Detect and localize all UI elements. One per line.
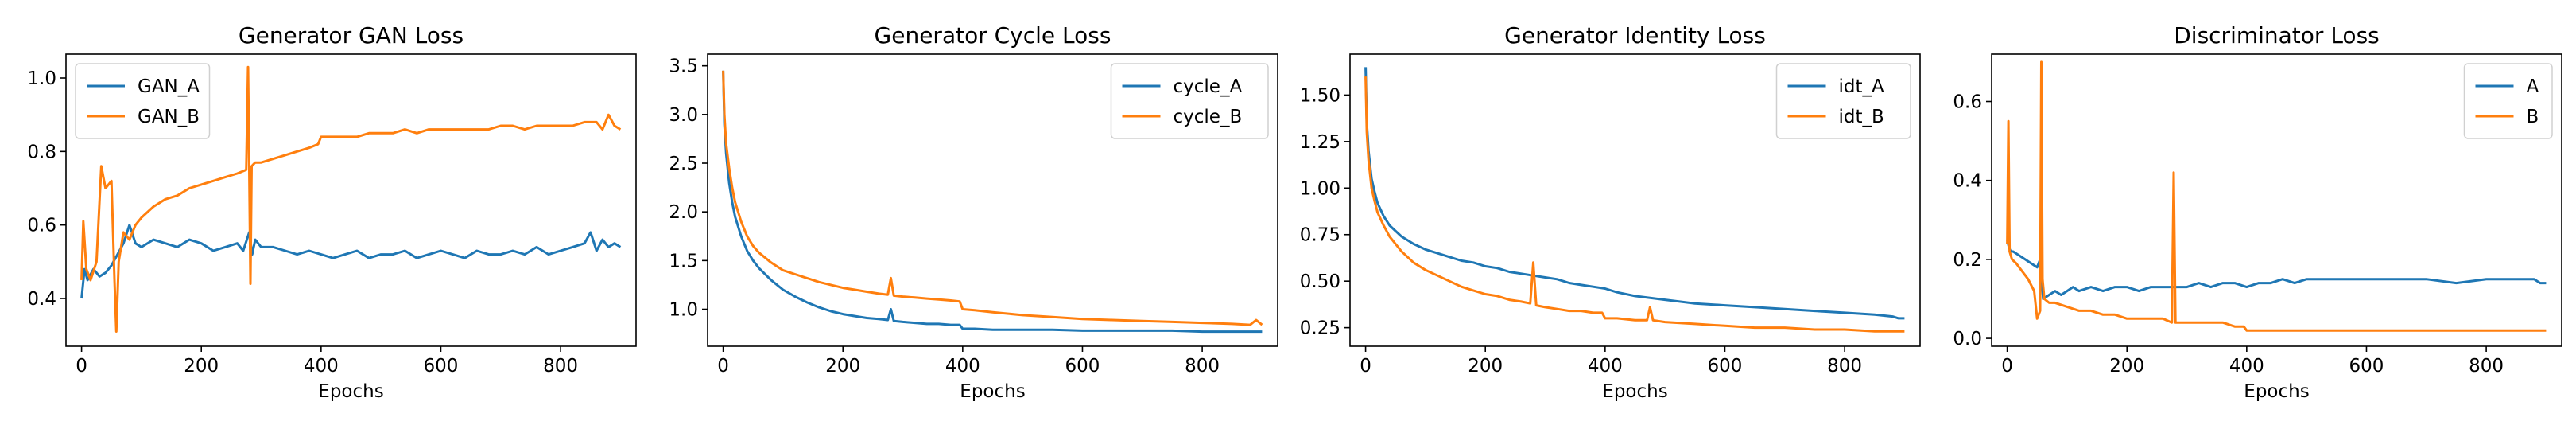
legend-label: A — [2527, 76, 2539, 97]
legend: AB — [2463, 63, 2553, 139]
x-tick-label: 600 — [1065, 356, 1100, 376]
legend-label: cycle_B — [1174, 107, 1243, 127]
series-line-idt-b — [1364, 76, 1905, 333]
series-line-gan-a — [80, 224, 622, 299]
legend-label: idt_B — [1839, 107, 1884, 127]
y-tick-label: 0.6 — [1953, 92, 1982, 113]
series-line-cycle-b — [722, 70, 1263, 326]
x-axis-label: Epochs — [2244, 381, 2309, 402]
legend: idt_A idt_B — [1775, 63, 1911, 139]
x-tick-label: 400 — [1588, 356, 1623, 376]
y-tick-label: 0.50 — [1300, 271, 1340, 292]
x-tick-label: 0 — [76, 356, 87, 376]
y-tick-label: 0.8 — [27, 142, 56, 162]
x-tick-label: 200 — [184, 356, 219, 376]
y-tick-label: 1.0 — [669, 300, 698, 321]
x-tick-label: 800 — [1185, 356, 1220, 376]
series-group — [2006, 60, 2547, 332]
x-tick-label: 600 — [1708, 356, 1743, 376]
y-tick-label: 0.6 — [27, 216, 56, 236]
y-tick-label: 0.75 — [1300, 225, 1340, 246]
x-axis-label: Epochs — [1602, 381, 1667, 402]
series-group — [722, 70, 1263, 334]
series-line-gan-b — [80, 65, 622, 333]
legend-label: GAN_A — [138, 76, 200, 97]
y-tick-label: 3.5 — [669, 57, 698, 77]
legend-box — [1775, 63, 1911, 139]
legend: GAN_A GAN_B — [75, 63, 211, 139]
series-line-idt-a — [1364, 67, 1905, 320]
chart-title: Discriminator Loss — [2174, 22, 2380, 49]
y-tick-label: 0.4 — [1953, 171, 1982, 192]
axes-frame — [1991, 53, 2562, 347]
legend-label: idt_A — [1839, 76, 1885, 97]
y-tick-label: 0.4 — [27, 289, 56, 310]
legend-label: B — [2527, 107, 2539, 127]
chart-title: Generator Cycle Loss — [875, 22, 1111, 49]
y-tick-label: 2.5 — [669, 154, 698, 174]
x-axis-label: Epochs — [960, 381, 1025, 402]
x-tick-label: 200 — [1468, 356, 1503, 376]
x-tick-label: 800 — [1827, 356, 1862, 376]
axes-frame — [1349, 53, 1921, 347]
chart-panel-3: 0 200 400 600 800 0.25 0.50 0.75 1.00 1.25 1.50 Gen… — [1300, 22, 1921, 402]
y-tick-label: 0.25 — [1300, 318, 1340, 339]
axes-frame — [65, 53, 637, 347]
x-tick-label: 400 — [945, 356, 980, 376]
x-tick-label: 600 — [2349, 356, 2384, 376]
chart-panel-2: 0 200 400 600 800 1.0 1.5 2.0 2.5 3.0 3.5 Generator… — [669, 22, 1278, 402]
legend-box — [75, 63, 211, 139]
x-tick-label: 800 — [543, 356, 578, 376]
legend-box — [2463, 63, 2553, 139]
x-axis-label: Epochs — [318, 381, 383, 402]
series-line-b — [2006, 60, 2547, 332]
legend-label: GAN_B — [138, 107, 200, 127]
legend: cycle_A cycle_B — [1110, 63, 1269, 139]
y-tick-label: 3.0 — [669, 105, 698, 126]
x-tick-label: 0 — [717, 356, 729, 376]
x-tick-label: 200 — [825, 356, 860, 376]
x-tick-label: 600 — [424, 356, 459, 376]
series-line-a — [2006, 239, 2547, 300]
legend-box — [1110, 63, 1269, 139]
series-group — [80, 65, 622, 333]
x-tick-label: 400 — [304, 356, 339, 376]
x-tick-label: 200 — [2109, 356, 2144, 376]
chart-panel-4: 0 200 400 600 800 0.0 0.2 0.4 0.6 Discriminator L… — [1953, 22, 2562, 402]
y-tick-label: 0.0 — [1953, 329, 1982, 349]
x-tick-label: 800 — [2469, 356, 2504, 376]
y-tick-label: 1.00 — [1300, 178, 1340, 199]
x-tick-label: 0 — [2001, 356, 2013, 376]
y-tick-label: 2.0 — [669, 202, 698, 223]
axes-frame — [707, 53, 1278, 347]
x-tick-label: 0 — [1360, 356, 1371, 376]
y-tick-label: 1.50 — [1300, 85, 1340, 106]
chart-title: Generator GAN Loss — [239, 22, 464, 49]
y-tick-label: 1.5 — [669, 251, 698, 271]
y-tick-label: 1.0 — [27, 68, 56, 89]
chart-panel-1: 0 200 400 600 800 0.4 0.6 0.8 1.0 Generator GAN L… — [27, 22, 637, 402]
x-tick-label: 400 — [2229, 356, 2264, 376]
legend-label: cycle_A — [1174, 76, 1243, 97]
y-tick-label: 0.2 — [1953, 250, 1982, 271]
chart-title: Generator Identity Loss — [1504, 22, 1766, 49]
y-tick-label: 1.25 — [1300, 132, 1340, 153]
series-line-cycle-a — [722, 70, 1263, 334]
series-group — [1364, 67, 1905, 333]
